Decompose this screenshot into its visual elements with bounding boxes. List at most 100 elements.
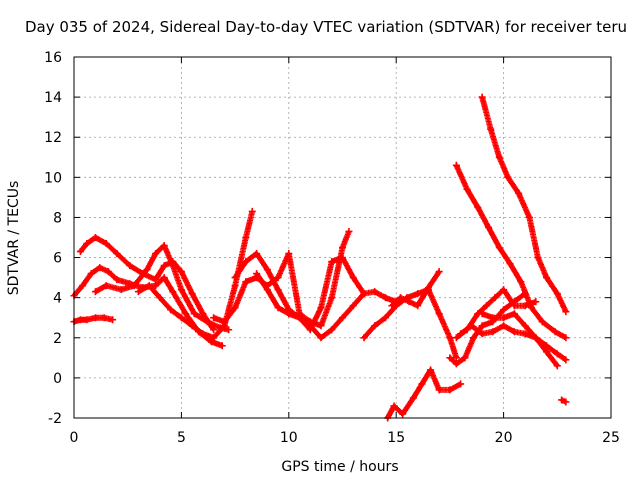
data-point [474,203,482,211]
data-point [160,262,168,270]
data-point [500,322,508,330]
data-point [242,278,250,286]
data-point [463,185,471,193]
data-point [500,306,508,314]
data-point [199,310,207,318]
data-point [113,276,121,284]
data-point [274,304,282,312]
data-point [470,334,478,342]
data-point [485,223,493,231]
data-point [169,288,177,296]
data-point [558,396,566,404]
data-point [199,330,207,338]
data-point [500,314,508,322]
data-point [306,322,314,330]
data-point [109,316,117,324]
data-point [328,258,336,266]
data-point [525,213,533,221]
data-point [414,302,422,310]
data-point [210,314,218,322]
data-point [489,328,497,336]
data-point [96,264,104,272]
data-point [446,334,454,342]
y-tick-label: 16 [44,50,62,66]
data-point [203,318,211,326]
data-point [263,266,271,274]
data-point [510,328,518,336]
data-point [532,334,540,342]
data-point [510,310,518,318]
data-point [349,274,357,282]
data-point [371,288,379,296]
data-point [248,207,256,215]
data-point [515,189,523,197]
data-point [285,250,293,258]
data-point [188,322,196,330]
series-track-3 [76,234,218,334]
data-point [562,308,570,316]
data-point [160,274,168,282]
series-trace [210,229,352,329]
data-point [156,294,164,302]
data-point [188,290,196,298]
data-point [478,330,486,338]
data-point [452,161,460,169]
y-tick-label: 12 [44,130,62,146]
data-point [489,314,497,322]
data-point [478,93,486,101]
data-point [242,258,250,266]
data-point [339,254,346,262]
data-point [220,318,228,326]
data-point [405,298,413,306]
data-point [495,153,503,161]
data-point [452,354,460,362]
series-track-6 [210,227,353,330]
data-point [543,348,551,356]
data-point [225,326,233,334]
data-point [328,294,336,302]
data-point [521,322,529,330]
data-point [210,334,218,342]
y-tick-label: 0 [53,371,62,387]
data-point [457,380,465,388]
data-point [160,242,168,250]
x-tick-label: 10 [280,430,298,446]
data-point [91,288,99,296]
data-point [177,286,185,294]
series-trace [479,94,569,314]
data-point [435,386,443,394]
data-point [534,254,542,262]
data-point [360,290,368,298]
series-track-18 [558,396,570,406]
data-point [328,326,336,334]
data-point [218,342,226,350]
series-track-1 [70,314,117,326]
data-point [143,266,151,274]
data-point [388,302,396,310]
data-point [381,294,389,302]
data-point [553,290,561,298]
data-point [553,350,561,358]
data-point [231,282,239,290]
data-point [152,276,160,284]
data-point [145,282,153,290]
data-point [76,316,84,324]
data-point [504,173,512,181]
data-point [349,302,357,310]
series-track-8 [253,270,400,342]
data-point [478,310,486,318]
data-point [210,326,218,334]
data-point [263,286,271,294]
data-point [482,302,490,310]
data-series [70,93,570,422]
data-point [495,244,503,252]
data-point [562,334,570,342]
data-point [242,234,250,241]
data-point [177,314,185,322]
data-point [446,354,454,362]
data-point [100,314,108,322]
x-tick-label: 5 [177,430,186,446]
data-point [360,334,368,342]
series-track-17 [478,93,570,316]
